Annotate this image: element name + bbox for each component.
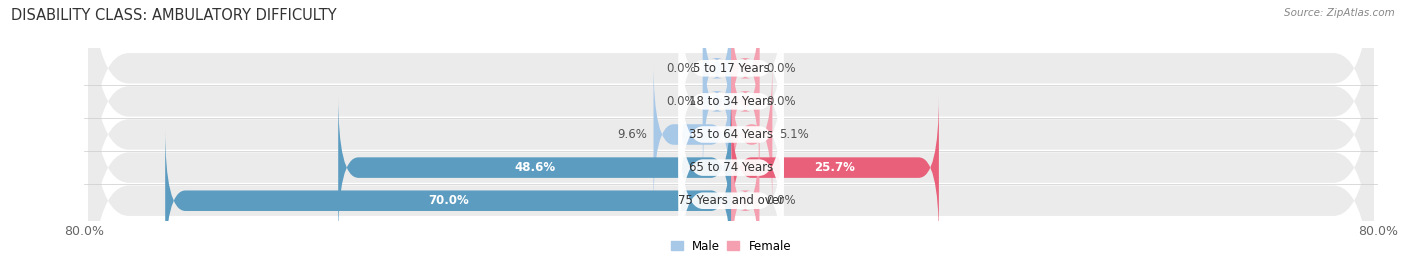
Text: 70.0%: 70.0% [427, 194, 468, 207]
Text: Source: ZipAtlas.com: Source: ZipAtlas.com [1284, 8, 1395, 18]
FancyBboxPatch shape [731, 95, 939, 240]
Text: 0.0%: 0.0% [666, 95, 696, 108]
FancyBboxPatch shape [679, 110, 783, 269]
Text: 0.0%: 0.0% [666, 62, 696, 75]
Text: 5 to 17 Years: 5 to 17 Years [693, 62, 769, 75]
FancyBboxPatch shape [89, 17, 1374, 269]
FancyBboxPatch shape [89, 0, 1374, 269]
Text: 0.0%: 0.0% [766, 62, 796, 75]
FancyBboxPatch shape [731, 62, 772, 207]
FancyBboxPatch shape [654, 62, 731, 207]
FancyBboxPatch shape [89, 50, 1374, 269]
FancyBboxPatch shape [731, 128, 759, 269]
Text: 25.7%: 25.7% [814, 161, 855, 174]
FancyBboxPatch shape [703, 29, 731, 174]
Text: 48.6%: 48.6% [515, 161, 555, 174]
Text: 75 Years and over: 75 Years and over [678, 194, 785, 207]
Text: 5.1%: 5.1% [779, 128, 808, 141]
Text: DISABILITY CLASS: AMBULATORY DIFFICULTY: DISABILITY CLASS: AMBULATORY DIFFICULTY [11, 8, 337, 23]
FancyBboxPatch shape [89, 0, 1374, 252]
Legend: Male, Female: Male, Female [671, 240, 792, 253]
FancyBboxPatch shape [703, 0, 731, 141]
FancyBboxPatch shape [89, 0, 1374, 219]
Text: 35 to 64 Years: 35 to 64 Years [689, 128, 773, 141]
FancyBboxPatch shape [731, 29, 759, 174]
Text: 65 to 74 Years: 65 to 74 Years [689, 161, 773, 174]
FancyBboxPatch shape [166, 128, 731, 269]
FancyBboxPatch shape [679, 77, 783, 259]
FancyBboxPatch shape [731, 0, 759, 141]
FancyBboxPatch shape [339, 95, 731, 240]
Text: 0.0%: 0.0% [766, 194, 796, 207]
Text: 18 to 34 Years: 18 to 34 Years [689, 95, 773, 108]
Text: 9.6%: 9.6% [617, 128, 647, 141]
FancyBboxPatch shape [679, 0, 783, 159]
FancyBboxPatch shape [679, 10, 783, 192]
Text: 0.0%: 0.0% [766, 95, 796, 108]
FancyBboxPatch shape [679, 44, 783, 225]
